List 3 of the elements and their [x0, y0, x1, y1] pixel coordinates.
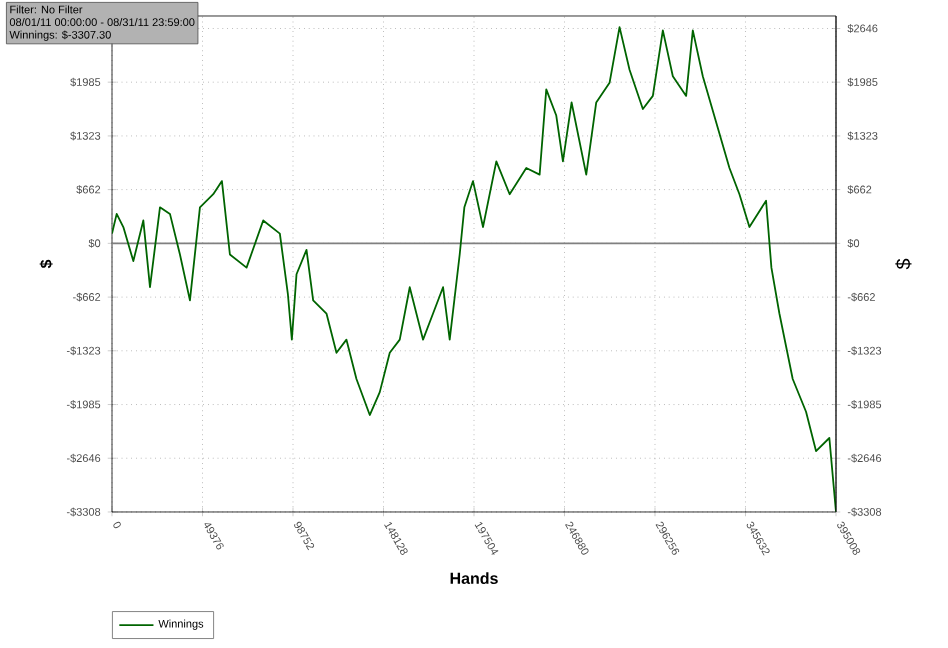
y2-axis-title: $: [895, 258, 912, 270]
y-axis-title: $: [39, 259, 53, 269]
x-axis-title: Hands: [450, 572, 498, 585]
